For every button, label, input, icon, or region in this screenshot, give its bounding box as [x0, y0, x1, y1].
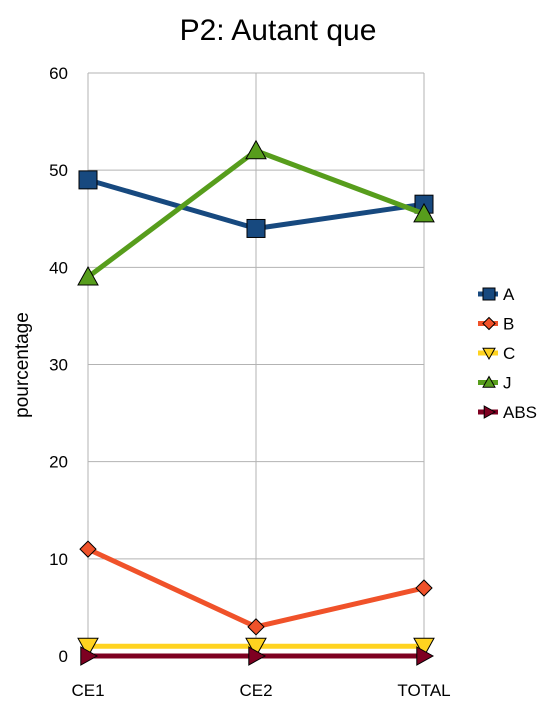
data-point: [413, 202, 435, 223]
legend-label: ABS: [503, 403, 537, 422]
data-point: [77, 637, 99, 658]
y-tick-label: 60: [49, 64, 68, 83]
legend-item-c: C: [478, 344, 515, 363]
data-point: [245, 139, 267, 160]
x-tick-label: CE2: [239, 681, 272, 700]
y-tick-label: 40: [49, 258, 68, 277]
legend-marker: [483, 405, 497, 419]
legend-item-b: B: [478, 315, 514, 334]
data-point: [78, 170, 98, 190]
y-tick-label: 20: [49, 453, 68, 472]
data-point: [79, 540, 97, 558]
data-point: [415, 579, 433, 597]
legend-item-j: J: [478, 374, 512, 393]
data-point: [416, 646, 435, 666]
legend-item-abs: ABS: [478, 403, 537, 422]
legend-marker: [482, 287, 496, 301]
data-point: [246, 218, 266, 238]
y-tick-label: 0: [59, 647, 68, 666]
legend-label: J: [503, 374, 512, 393]
legend-label: B: [503, 315, 514, 334]
series-c: [77, 637, 435, 658]
series-j: [77, 139, 435, 286]
y-tick-label: 30: [49, 356, 68, 375]
axis-ticks: 0 10 20 30 40 50 60 CE1 CE2 TOTAL: [49, 64, 451, 700]
data-point: [248, 646, 267, 666]
legend-item-a: A: [478, 285, 515, 304]
data-point: [413, 637, 435, 658]
series-abs: [80, 646, 435, 666]
x-tick-label: CE1: [71, 681, 104, 700]
legend-marker: [482, 375, 496, 388]
y-tick-label: 50: [49, 161, 68, 180]
legend-label: C: [503, 344, 515, 363]
data-point: [247, 618, 265, 636]
grid: [87, 72, 425, 657]
chart-title: P2: Autant que: [180, 14, 377, 47]
plot-series: [77, 139, 435, 666]
x-tick-label: TOTAL: [397, 681, 450, 700]
legend-label: A: [503, 285, 515, 304]
data-point: [80, 646, 99, 666]
y-tick-label: 10: [49, 550, 68, 569]
y-axis-label: pourcentage: [12, 312, 33, 418]
legend-marker: [482, 316, 496, 331]
legend-marker: [482, 347, 496, 361]
series-b: [79, 540, 433, 636]
series-a: [78, 170, 434, 238]
data-point: [77, 266, 99, 286]
data-point: [245, 637, 267, 658]
